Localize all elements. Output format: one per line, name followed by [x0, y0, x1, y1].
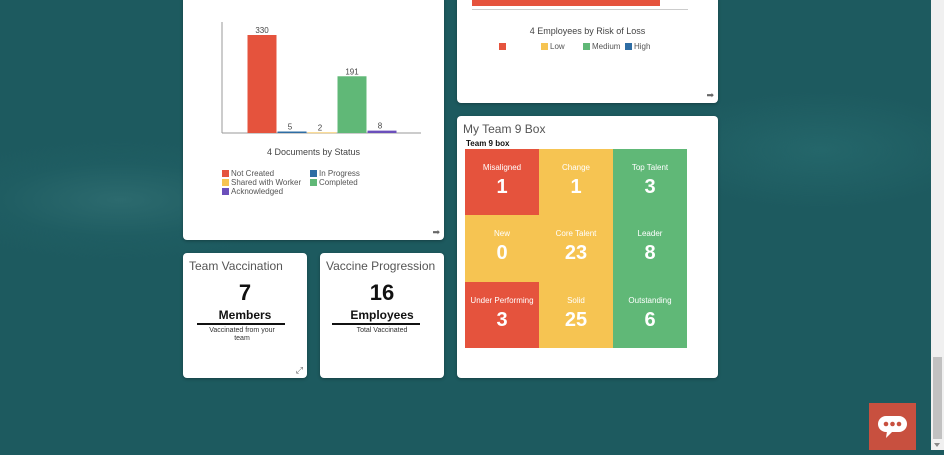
chart-title: 4 Documents by Status	[266, 147, 361, 157]
cell-label: Misaligned	[482, 163, 522, 172]
cell-label: Top Talent	[631, 163, 669, 172]
cell-label: New	[493, 229, 510, 239]
cell-value: 6	[644, 308, 656, 331]
bar[interactable]	[277, 131, 307, 133]
legend-item: Low	[541, 42, 583, 51]
cell-value: 1	[570, 176, 582, 198]
legend-label: Acknowledged	[231, 187, 284, 196]
legend-swatch	[310, 170, 317, 177]
legend-swatch	[541, 43, 548, 50]
divider	[332, 323, 420, 325]
legend-swatch	[310, 179, 317, 186]
cell-value: 1	[496, 176, 508, 198]
bar[interactable]	[247, 35, 277, 133]
documents-bar-chart: 330 5 2 191 8	[221, 22, 421, 134]
risk-bar	[472, 0, 660, 6]
cell-label: Leader	[637, 229, 663, 239]
data-label: 330	[255, 26, 269, 35]
data-label: 2	[318, 123, 323, 132]
axis-line	[472, 9, 688, 10]
legend-swatch	[222, 179, 229, 186]
caption: Vaccinated from your team	[209, 327, 275, 342]
cell-value: 23	[564, 242, 588, 265]
cell-label: Outstanding	[628, 295, 672, 305]
scrollbar-thumb[interactable]	[933, 357, 942, 439]
nine-box-cell[interactable]: Change 1	[539, 149, 613, 216]
vaccinated-count: 16	[369, 280, 395, 305]
legend-item: Completed	[310, 178, 382, 187]
nine-box-cell[interactable]: New 0	[465, 215, 539, 282]
chat-bubble-icon	[878, 416, 907, 438]
cell-label: Solid	[567, 295, 585, 305]
legend-label: Low	[550, 42, 565, 51]
cell-value: 3	[496, 308, 508, 331]
bar[interactable]	[367, 130, 397, 133]
cell-value: 25	[564, 308, 588, 331]
vaccine-progression-card: Vaccine Progression 16 Employees Total V…	[320, 253, 444, 378]
nine-box-cell[interactable]: Top Talent 3	[613, 149, 687, 216]
bar[interactable]	[307, 132, 337, 134]
unit-label: Members	[218, 308, 272, 322]
navigate-arrow-icon[interactable]: ➡	[432, 227, 440, 237]
chart-legend: Not Created In Progress Shared with Worker…	[222, 169, 382, 196]
legend-item: High	[625, 42, 665, 51]
employees-by-risk-card: 4 Employees by Risk of Loss Low Medium Hig…	[457, 0, 718, 103]
legend-swatch	[625, 43, 632, 50]
nine-box-cell[interactable]: Solid 25	[539, 281, 613, 348]
documents-by-status-card: 330 5 2 191 8 4 Documents by Status Not Crea…	[183, 0, 444, 240]
nine-box-cell[interactable]: Leader 8	[613, 215, 687, 282]
nine-box-cell[interactable]: Core Talent 23	[539, 215, 613, 282]
vaccinated-count: 7	[238, 280, 252, 305]
nine-box-cell[interactable]: Under Performing 3	[465, 281, 539, 348]
legend-item	[499, 42, 541, 51]
divider	[197, 323, 285, 325]
nine-box-cell[interactable]: Misaligned 1	[465, 149, 539, 216]
cell-label: Change	[561, 163, 591, 172]
legend-label: Medium	[592, 42, 621, 51]
nine-box-subtitle: Team 9 box	[466, 139, 510, 148]
legend-swatch	[222, 170, 229, 177]
cell-label: Core Talent	[555, 229, 597, 239]
legend-swatch	[499, 43, 506, 50]
legend-item: Shared with Worker	[222, 178, 310, 187]
legend-label: In Progress	[319, 169, 360, 178]
team-vaccination-card: Team Vaccination 7 Members Vaccinated fr…	[183, 253, 307, 378]
legend-item: Medium	[583, 42, 625, 51]
chat-button[interactable]	[869, 403, 916, 450]
nine-box-cell[interactable]: Outstanding 6	[613, 281, 687, 348]
caption: Total Vaccinated	[356, 327, 408, 334]
legend-swatch	[583, 43, 590, 50]
cell-value: 8	[644, 242, 656, 265]
card-title: Vaccine Progression	[326, 259, 436, 273]
data-label: 5	[288, 123, 293, 132]
cell-value: 3	[644, 176, 656, 198]
legend-label: High	[634, 42, 651, 51]
bar[interactable]	[337, 76, 367, 133]
cell-value: 0	[496, 242, 508, 265]
cell-label: Under Performing	[470, 295, 534, 305]
legend-label: Not Created	[231, 169, 275, 178]
nine-box-grid: Misaligned 1 Change 1 Top Talent 3 New 0 Core Ta…	[465, 149, 687, 348]
legend-label: Completed	[319, 178, 358, 187]
expand-icon[interactable]: ⤢	[295, 365, 303, 375]
legend-label: Shared with Worker	[231, 178, 302, 187]
legend-swatch	[222, 188, 229, 195]
unit-label: Employees	[350, 308, 414, 322]
scrollbar[interactable]	[931, 0, 944, 450]
data-label: 191	[345, 67, 359, 76]
legend-item: Acknowledged	[222, 187, 310, 196]
chart-title: 4 Employees by Risk of Loss	[529, 26, 646, 36]
legend-item: Not Created	[222, 169, 310, 178]
scroll-down-icon[interactable]	[934, 443, 940, 447]
chart-legend: Low Medium High	[499, 42, 665, 51]
data-label: 8	[378, 122, 383, 131]
card-title: Team Vaccination	[189, 259, 283, 273]
legend-item: In Progress	[310, 169, 382, 178]
card-title: My Team 9 Box	[463, 122, 546, 136]
team-9-box-card: My Team 9 Box Team 9 box Misaligned 1 Chan…	[457, 116, 718, 378]
navigate-arrow-icon[interactable]: ➡	[706, 90, 714, 100]
